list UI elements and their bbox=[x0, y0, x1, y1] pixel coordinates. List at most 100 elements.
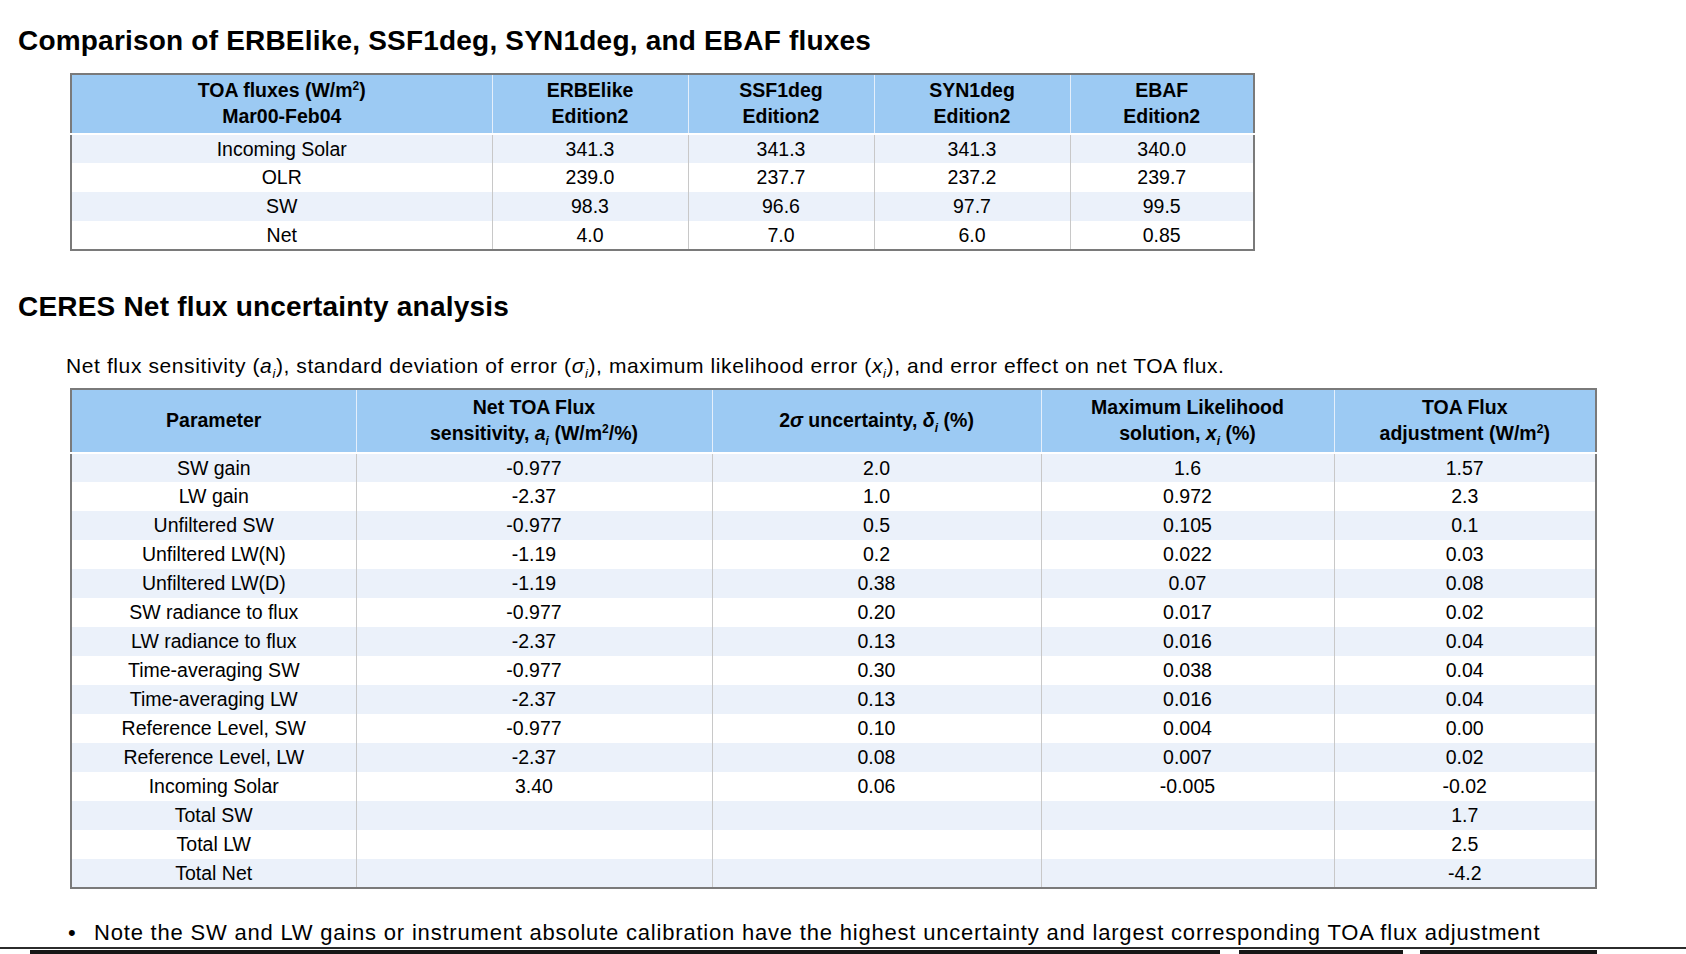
table-row: Time-averaging SW-0.9770.300.0380.04 bbox=[71, 656, 1596, 685]
uncertainty-table-body: SW gain-0.9772.01.61.57LW gain-2.371.00.… bbox=[71, 453, 1596, 888]
uncertainty-table: ParameterNet TOA Fluxsensitivity, ai (W/… bbox=[70, 388, 1597, 889]
row-label: Unfiltered LW(N) bbox=[71, 540, 356, 569]
table-cell: 6.0 bbox=[874, 221, 1070, 250]
column-header: Parameter bbox=[71, 389, 356, 453]
table-cell: -0.977 bbox=[356, 598, 712, 627]
row-label: Time-averaging SW bbox=[71, 656, 356, 685]
row-label: Total LW bbox=[71, 830, 356, 859]
column-header: SSF1degEdition2 bbox=[688, 74, 874, 134]
table-row: Incoming Solar3.400.06-0.005-0.02 bbox=[71, 772, 1596, 801]
table-cell: 2.5 bbox=[1334, 830, 1596, 859]
column-header: TOA fluxes (W/m2)Mar00-Feb04 bbox=[71, 74, 492, 134]
table-row: SW radiance to flux-0.9770.200.0170.02 bbox=[71, 598, 1596, 627]
table-row: Unfiltered LW(N)-1.190.20.0220.03 bbox=[71, 540, 1596, 569]
table-row: Unfiltered SW-0.9770.50.1050.1 bbox=[71, 511, 1596, 540]
table-cell: 0.04 bbox=[1334, 627, 1596, 656]
table-cell bbox=[356, 830, 712, 859]
table-cell: 0.016 bbox=[1041, 627, 1334, 656]
table-cell: 0.38 bbox=[712, 569, 1041, 598]
table-cell bbox=[1041, 830, 1334, 859]
table-cell: 2.3 bbox=[1334, 482, 1596, 511]
table-cell: 0.06 bbox=[712, 772, 1041, 801]
bullet-icon: • bbox=[68, 920, 94, 946]
row-label: Total SW bbox=[71, 801, 356, 830]
table-cell: 0.017 bbox=[1041, 598, 1334, 627]
table-cell: 341.3 bbox=[492, 134, 688, 163]
row-label: Incoming Solar bbox=[71, 134, 492, 163]
table-cell: -1.19 bbox=[356, 540, 712, 569]
table-cell: 237.7 bbox=[688, 163, 874, 192]
uncertainty-table-header: ParameterNet TOA Fluxsensitivity, ai (W/… bbox=[71, 389, 1596, 453]
column-header: TOA Fluxadjustment (W/m2) bbox=[1334, 389, 1596, 453]
column-header: Net TOA Fluxsensitivity, ai (W/m2/%) bbox=[356, 389, 712, 453]
table-row: Total LW 2.5 bbox=[71, 830, 1596, 859]
table-cell: 0.016 bbox=[1041, 685, 1334, 714]
table-row: OLR239.0237.7237.2239.7 bbox=[71, 163, 1254, 192]
table-cell: 0.972 bbox=[1041, 482, 1334, 511]
table-cell: 0.20 bbox=[712, 598, 1041, 627]
table-cell: 2.0 bbox=[712, 453, 1041, 482]
bullet-note-text: Note the SW and LW gains or instrument a… bbox=[94, 920, 1540, 945]
column-header: 2σ uncertainty, δi (%) bbox=[712, 389, 1041, 453]
table-cell: -0.02 bbox=[1334, 772, 1596, 801]
table-cell: 0.02 bbox=[1334, 598, 1596, 627]
table-cell: 0.004 bbox=[1041, 714, 1334, 743]
table-cell bbox=[712, 830, 1041, 859]
row-label: Total Net bbox=[71, 859, 356, 888]
header-row: TOA fluxes (W/m2)Mar00-Feb04ERBElikeEdit… bbox=[71, 74, 1254, 134]
table-cell: 0.13 bbox=[712, 627, 1041, 656]
table-cell: -0.977 bbox=[356, 511, 712, 540]
table-cell: 0.08 bbox=[712, 743, 1041, 772]
flux-table-body: Incoming Solar341.3341.3341.3340.0OLR239… bbox=[71, 134, 1254, 250]
table-row: Reference Level, SW-0.9770.100.0040.00 bbox=[71, 714, 1596, 743]
row-label: Unfiltered LW(D) bbox=[71, 569, 356, 598]
column-header: Maximum Likelihoodsolution, xi (%) bbox=[1041, 389, 1334, 453]
column-header: EBAFEdition2 bbox=[1070, 74, 1254, 134]
table-cell: -4.2 bbox=[1334, 859, 1596, 888]
table-cell: 0.2 bbox=[712, 540, 1041, 569]
table-cell: 0.1 bbox=[1334, 511, 1596, 540]
table-cell: 340.0 bbox=[1070, 134, 1254, 163]
table-row: Reference Level, LW-2.370.080.0070.02 bbox=[71, 743, 1596, 772]
table-cell: 4.0 bbox=[492, 221, 688, 250]
flux-table-header: TOA fluxes (W/m2)Mar00-Feb04ERBElikeEdit… bbox=[71, 74, 1254, 134]
table-cell: 341.3 bbox=[688, 134, 874, 163]
table-cell: 97.7 bbox=[874, 192, 1070, 221]
section-title: CERES Net flux uncertainty analysis bbox=[18, 290, 509, 324]
table-cell: 7.0 bbox=[688, 221, 874, 250]
divider-line bbox=[0, 947, 1686, 949]
table-cell: 239.7 bbox=[1070, 163, 1254, 192]
table-cell: 0.85 bbox=[1070, 221, 1254, 250]
cutoff-table-edge bbox=[1420, 950, 1597, 954]
table-cell: -0.005 bbox=[1041, 772, 1334, 801]
table-cell bbox=[356, 859, 712, 888]
table-row: Total SW 1.7 bbox=[71, 801, 1596, 830]
row-label: OLR bbox=[71, 163, 492, 192]
column-header: SYN1degEdition2 bbox=[874, 74, 1070, 134]
row-label: Net bbox=[71, 221, 492, 250]
table-row: Net4.07.06.00.85 bbox=[71, 221, 1254, 250]
table-cell bbox=[1041, 801, 1334, 830]
table-row: SW98.396.697.799.5 bbox=[71, 192, 1254, 221]
uncertainty-description: Net flux sensitivity (ai), standard devi… bbox=[66, 354, 1225, 378]
table-cell bbox=[356, 801, 712, 830]
table-cell: -2.37 bbox=[356, 482, 712, 511]
table-cell: 0.08 bbox=[1334, 569, 1596, 598]
table-cell bbox=[1041, 859, 1334, 888]
row-label: Reference Level, LW bbox=[71, 743, 356, 772]
table-cell: 0.03 bbox=[1334, 540, 1596, 569]
row-label: Unfiltered SW bbox=[71, 511, 356, 540]
page-title: Comparison of ERBElike, SSF1deg, SYN1deg… bbox=[18, 24, 871, 58]
table-cell: -0.977 bbox=[356, 714, 712, 743]
row-label: Incoming Solar bbox=[71, 772, 356, 801]
table-row: Total Net -4.2 bbox=[71, 859, 1596, 888]
table-cell: 341.3 bbox=[874, 134, 1070, 163]
table-cell: 0.07 bbox=[1041, 569, 1334, 598]
table-cell: 0.02 bbox=[1334, 743, 1596, 772]
cutoff-table-edge bbox=[1239, 950, 1403, 954]
table-cell: 0.30 bbox=[712, 656, 1041, 685]
table-cell: 1.7 bbox=[1334, 801, 1596, 830]
table-cell: 0.038 bbox=[1041, 656, 1334, 685]
table-cell: 1.0 bbox=[712, 482, 1041, 511]
table-cell: -0.977 bbox=[356, 453, 712, 482]
